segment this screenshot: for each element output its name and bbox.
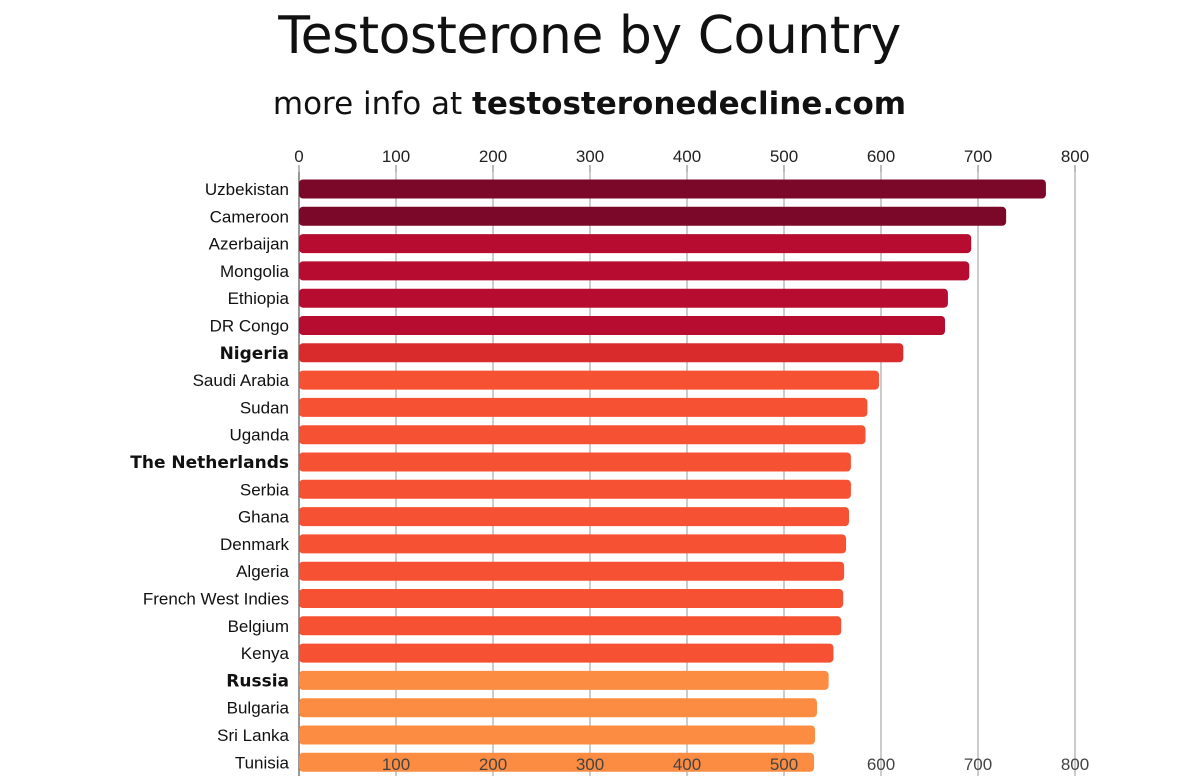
- bottom-tick-label-700: 700: [964, 755, 992, 774]
- bar-serbia: [299, 479, 851, 499]
- category-label-french-west-indies: French West Indies: [143, 590, 289, 609]
- bar-russia: [299, 670, 829, 690]
- bar-ethiopia: [299, 288, 948, 308]
- category-label-denmark: Denmark: [220, 535, 289, 554]
- category-label-nigeria: Nigeria: [220, 344, 289, 364]
- tick-label-200: 200: [479, 147, 507, 166]
- bars: [299, 179, 1046, 772]
- chart-title: Testosterone by Country: [278, 6, 901, 66]
- category-labels: Uzbekistan Cameroon Azerbaijan Mongolia Ethi…: [130, 180, 289, 772]
- category-label-cameroon: Cameroon: [210, 207, 289, 226]
- category-label-uzbekistan: Uzbekistan: [205, 180, 289, 199]
- bottom-axis-ticks: 100 200 300 400 500 600 700 800: [382, 755, 1089, 774]
- bar-azerbaijan: [299, 234, 972, 254]
- category-label-ethiopia: Ethiopia: [228, 289, 290, 308]
- bar-sri-lanka: [299, 725, 816, 745]
- bar-belgium: [299, 616, 842, 636]
- category-label-sudan: Sudan: [240, 398, 289, 417]
- category-label-sri-lanka: Sri Lanka: [217, 726, 289, 745]
- bar-uganda: [299, 425, 866, 445]
- bar-sudan: [299, 397, 868, 417]
- tick-label-0: 0: [294, 147, 303, 166]
- tick-label-600: 600: [867, 147, 895, 166]
- bottom-tick-label-200: 200: [479, 755, 507, 774]
- bottom-tick-label-100: 100: [382, 755, 410, 774]
- bar-mongolia: [299, 261, 970, 281]
- category-label-ghana: Ghana: [238, 508, 290, 527]
- bar-cameroon: [299, 206, 1007, 226]
- category-label-tunisia: Tunisia: [235, 753, 290, 772]
- subtitle-prefix: more info at: [272, 86, 473, 122]
- bar-dr-congo: [299, 316, 946, 335]
- bar-french-west-indies: [299, 589, 844, 608]
- tick-label-800: 800: [1061, 147, 1089, 166]
- bottom-tick-label-600: 600: [867, 755, 895, 774]
- bottom-tick-label-400: 400: [673, 755, 701, 774]
- chart-subtitle: more info at testosteronedecline.com: [0, 86, 1179, 122]
- bar-tunisia: [299, 752, 815, 772]
- bar-bulgaria: [299, 698, 817, 718]
- tick-label-400: 400: [673, 147, 701, 166]
- bar-denmark: [299, 534, 847, 554]
- category-label-russia: Russia: [226, 671, 289, 691]
- bar-ghana: [299, 507, 849, 527]
- category-label-saudi-arabia: Saudi Arabia: [193, 371, 290, 390]
- top-axis-ticks: 0 100 200 300 400 500 600 700 800: [294, 147, 1089, 166]
- category-label-algeria: Algeria: [236, 562, 289, 581]
- category-label-kenya: Kenya: [241, 644, 290, 663]
- bar-algeria: [299, 561, 845, 581]
- category-label-the-netherlands: The Netherlands: [130, 453, 289, 473]
- bottom-tick-label-500: 500: [770, 755, 798, 774]
- category-label-mongolia: Mongolia: [220, 262, 290, 281]
- bar-uzbekistan: [299, 179, 1046, 199]
- category-label-dr-congo: DR Congo: [210, 317, 289, 336]
- category-label-belgium: Belgium: [228, 617, 289, 636]
- tick-label-100: 100: [382, 147, 410, 166]
- bar-kenya: [299, 643, 834, 663]
- category-label-bulgaria: Bulgaria: [227, 699, 290, 718]
- tick-label-300: 300: [576, 147, 604, 166]
- bottom-tick-label-800: 800: [1061, 755, 1089, 774]
- tick-label-500: 500: [770, 147, 798, 166]
- bar-the-netherlands: [299, 452, 851, 472]
- category-label-uganda: Uganda: [229, 426, 289, 445]
- category-label-azerbaijan: Azerbaijan: [209, 235, 289, 254]
- bar-nigeria: [299, 343, 904, 363]
- bottom-tick-label-300: 300: [576, 755, 604, 774]
- tick-label-700: 700: [964, 147, 992, 166]
- bar-saudi-arabia: [299, 370, 880, 390]
- category-label-serbia: Serbia: [240, 480, 290, 499]
- subtitle-link: testosteronedecline.com: [472, 86, 907, 122]
